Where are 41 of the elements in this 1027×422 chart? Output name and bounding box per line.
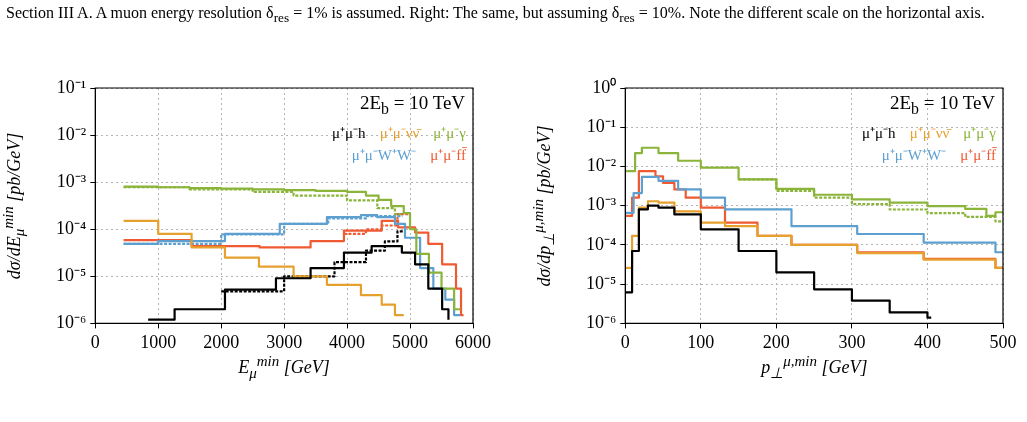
y-tick-label: 10⁻² <box>56 123 87 144</box>
y-tick-label: 10⁻¹ <box>586 115 617 136</box>
x-tick-label: 0 <box>90 331 100 352</box>
x-tick-label: 300 <box>838 331 866 352</box>
chart-title: 2E$_{b}$ = 10 TeV <box>360 92 466 118</box>
x-tick-label: 3000 <box>266 331 303 352</box>
y-tick-label: 10⁻⁵ <box>585 272 617 293</box>
text: μ⁺μ⁻γ <box>963 124 996 143</box>
x-axis-title: E$_{μ}$$^{min}$ [GeV] <box>238 353 330 382</box>
y-tick-label: 10⁻³ <box>586 194 617 215</box>
x-tick-label: 500 <box>989 331 1017 352</box>
text: μ⁺μ⁻ff̄ <box>430 146 466 165</box>
text: μ⁺μ⁻W⁺W⁻ <box>351 146 417 165</box>
y-tick-label: 10⁻⁴ <box>55 217 87 238</box>
text: Section III A. A muon energy resolution δ$_{res}$ = 1% is assumed. Right: The same, but assuming δ$_{res}$ = 10%. Note the different scale on the horizontal axis. <box>6 3 986 28</box>
y-tick-label: 10⁰ <box>592 76 617 97</box>
text: μ⁺μ⁻νν̄ <box>909 124 950 143</box>
y-tick-label: 10⁻⁵ <box>55 265 87 286</box>
x-tick-label: 400 <box>913 331 941 352</box>
text: μ⁺μ⁻h <box>332 124 366 143</box>
y-tick-label: 10⁻² <box>586 155 617 176</box>
text: μ⁺μ⁻νν̄ <box>379 124 420 143</box>
x-tick-label: 2000 <box>203 331 240 352</box>
x-tick-label: 1000 <box>140 331 177 352</box>
x-tick-label: 6000 <box>455 331 491 352</box>
y-tick-label: 10⁻⁶ <box>55 312 87 333</box>
y-tick-label: 10⁻⁴ <box>585 233 617 254</box>
x-tick-label: 100 <box>687 331 715 352</box>
x-tick-label: 4000 <box>329 331 366 352</box>
text: μ⁺μ⁻ff̄ <box>960 146 996 165</box>
y-tick-label: 10⁻³ <box>56 170 87 191</box>
y-tick-label: 10⁻¹ <box>56 76 87 97</box>
x-tick-label: 200 <box>762 331 790 352</box>
x-tick-label: 5000 <box>392 331 429 352</box>
y-tick-label: 10⁻⁶ <box>585 312 617 333</box>
text: μ⁺μ⁻γ <box>433 124 466 143</box>
chart-title: 2E$_{b}$ = 10 TeV <box>890 92 996 118</box>
x-tick-label: 0 <box>620 331 630 352</box>
x-axis-title: p$_{⊥}$$^{μ,min}$ [GeV] <box>761 353 868 382</box>
text: μ⁺μ⁻h <box>862 124 896 143</box>
text: μ⁺μ⁻W⁺W⁻ <box>881 146 947 165</box>
